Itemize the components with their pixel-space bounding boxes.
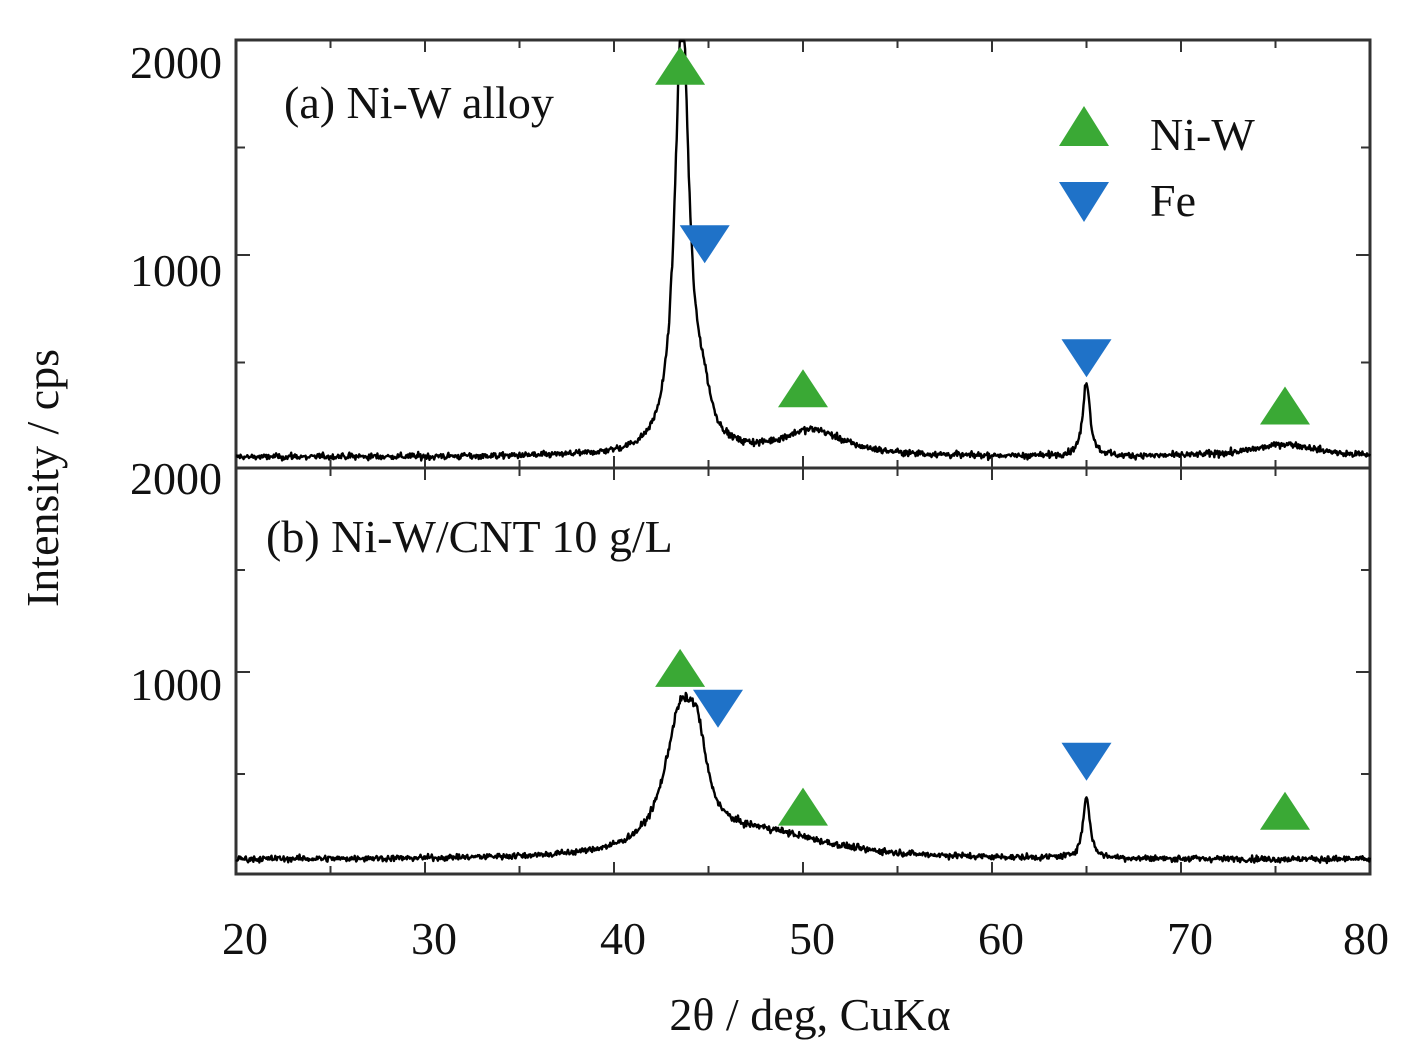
x-tick-label-60: 60 xyxy=(978,913,1024,964)
ni-w-peak-marker-triangle-icon xyxy=(778,369,828,408)
y-tick-label-b-2000: 2000 xyxy=(130,453,222,504)
panel-a-label: (a) Ni-W alloy xyxy=(284,77,554,128)
phase-markers xyxy=(655,46,1310,830)
legend-fe-label: Fe xyxy=(1150,175,1196,226)
ni-w-peak-marker-triangle-icon xyxy=(655,648,706,687)
xrd-trace-panel-b xyxy=(235,691,1372,865)
ni-w-peak-marker-triangle-icon xyxy=(1260,791,1310,830)
y-tick-label-b-1000: 1000 xyxy=(130,659,222,710)
x-tick-label-20: 20 xyxy=(222,913,268,964)
y-axis-title: Intensity / cps xyxy=(17,349,68,607)
fe-peak-marker-triangle-icon xyxy=(1061,339,1112,378)
y-tick-label-a-2000: 2000 xyxy=(130,37,222,88)
xrd-traces xyxy=(235,39,1372,865)
ni-w-peak-marker-triangle-icon xyxy=(1260,386,1310,425)
y-tick-label-a-1000: 1000 xyxy=(130,245,222,296)
xrd-trace-panel-a xyxy=(235,39,1372,462)
fe-peak-marker-triangle-icon xyxy=(1061,742,1112,781)
x-tick-label-70: 70 xyxy=(1167,913,1213,964)
x-tick-label-30: 30 xyxy=(411,913,457,964)
legend-ni-w-label: Ni-W xyxy=(1150,109,1255,160)
legend-ni-w-triangle-icon xyxy=(1059,106,1109,146)
x-axis-title: 2θ / deg, CuKα xyxy=(669,989,950,1040)
legend: Ni-W Fe xyxy=(1059,106,1255,226)
x-tick-label-80: 80 xyxy=(1343,913,1389,964)
x-tick-label-50: 50 xyxy=(789,913,835,964)
fe-peak-marker-triangle-icon xyxy=(693,689,743,728)
fe-peak-marker-triangle-icon xyxy=(679,225,730,264)
axis-ticks xyxy=(236,40,1370,874)
x-tick-label-40: 40 xyxy=(600,913,646,964)
ni-w-peak-marker-triangle-icon xyxy=(655,46,706,85)
ni-w-peak-marker-triangle-icon xyxy=(778,787,828,826)
legend-fe-triangle-icon xyxy=(1059,182,1109,222)
panel-b-label: (b) Ni-W/CNT 10 g/L xyxy=(266,511,673,562)
